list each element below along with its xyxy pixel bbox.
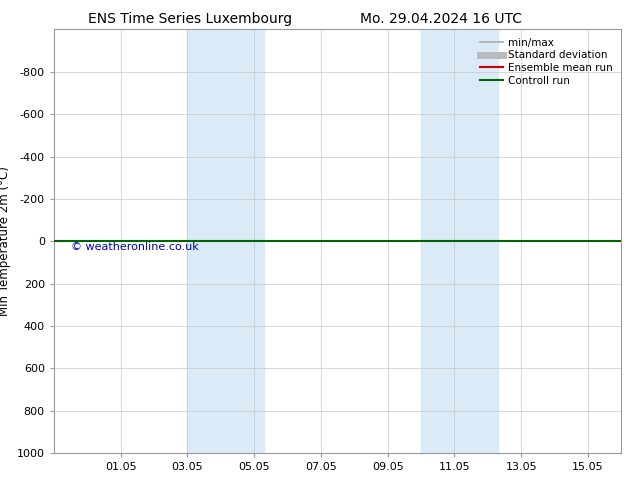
Legend: min/max, Standard deviation, Ensemble mean run, Controll run: min/max, Standard deviation, Ensemble me… (477, 35, 616, 89)
Text: ENS Time Series Luxembourg: ENS Time Series Luxembourg (88, 12, 292, 26)
Bar (188, 29, 264, 453)
Y-axis label: Min Temperature 2m (°C): Min Temperature 2m (°C) (0, 167, 11, 316)
Text: © weatheronline.co.uk: © weatheronline.co.uk (70, 242, 198, 252)
Bar (421, 29, 498, 453)
Text: Mo. 29.04.2024 16 UTC: Mo. 29.04.2024 16 UTC (359, 12, 522, 26)
